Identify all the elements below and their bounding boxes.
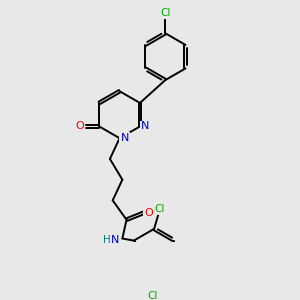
Text: Cl: Cl	[148, 291, 158, 300]
Text: Cl: Cl	[160, 8, 170, 18]
Text: H: H	[103, 235, 111, 245]
Text: N: N	[120, 133, 129, 143]
Text: N: N	[141, 122, 149, 131]
Text: O: O	[144, 208, 153, 218]
Text: O: O	[76, 122, 84, 131]
Text: N: N	[110, 235, 119, 245]
Text: Cl: Cl	[154, 204, 165, 214]
